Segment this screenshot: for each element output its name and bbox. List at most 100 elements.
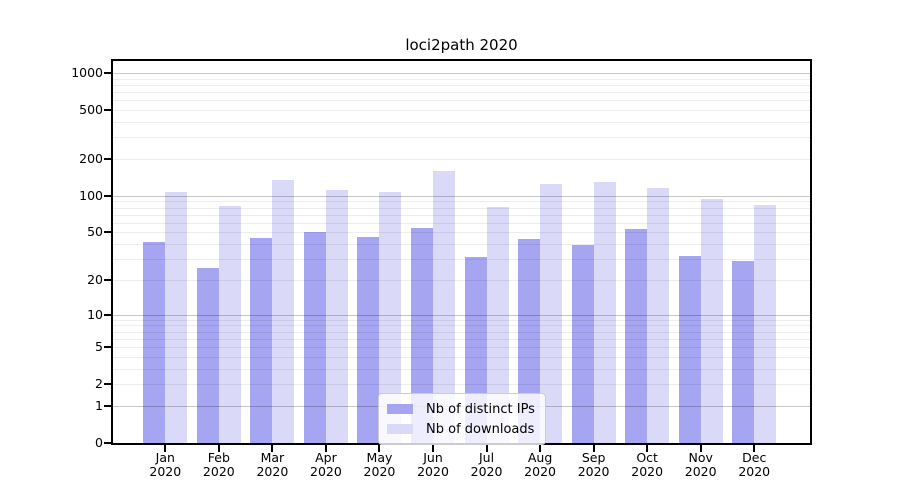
x-tick-label: Jul 2020 <box>445 451 529 479</box>
x-tick-month: Dec <box>742 450 767 465</box>
x-tick-year: 2020 <box>310 464 342 479</box>
x-tick-year: 2020 <box>363 464 396 479</box>
y-tick-label: 100 <box>79 187 103 203</box>
bar-downloads-jun <box>433 170 455 443</box>
x-tick-year: 2020 <box>577 464 610 479</box>
bar-ips-may <box>357 236 380 443</box>
bar-ips-aug <box>518 239 541 443</box>
y-tick <box>104 313 111 316</box>
x-tick-label: Nov 2020 <box>659 451 743 479</box>
x-tick-year: 2020 <box>524 464 556 479</box>
bar-ips-sep <box>571 245 594 443</box>
x-tick-label: Sep 2020 <box>552 451 636 479</box>
y-tick-label: 20 <box>87 271 103 287</box>
x-tick-month: Oct <box>636 450 658 465</box>
x-tick-month: Feb <box>207 450 230 465</box>
bar-ips-jan <box>143 241 166 443</box>
legend-label: Nb of distinct IPs <box>426 401 535 417</box>
x-tick <box>539 445 542 452</box>
bar-ips-apr <box>303 232 326 443</box>
bar-downloads-sep <box>593 181 616 443</box>
x-tick <box>646 445 649 452</box>
bar-downloads-feb <box>218 205 241 443</box>
legend-swatch-distinct-ips <box>387 404 413 414</box>
chart-title: loci2path 2020 <box>405 36 518 54</box>
bar-downloads-oct <box>647 187 670 443</box>
bar-downloads-dec <box>754 205 777 443</box>
bar-downloads-mar <box>272 180 295 443</box>
x-tick-month: Jan <box>155 450 175 465</box>
x-tick-year: 2020 <box>202 464 235 479</box>
bar-downloads-may <box>379 191 402 443</box>
bar-ips-jun <box>411 228 433 443</box>
legend-item-distinct-ips: Nb of distinct IPs <box>387 399 535 419</box>
x-tick-month: Mar <box>260 450 285 465</box>
x-tick <box>699 445 702 452</box>
x-tick-year: 2020 <box>684 464 717 479</box>
y-tick <box>104 109 111 112</box>
y-tick-label: 50 <box>87 224 103 240</box>
y-tick-label: 200 <box>79 150 103 166</box>
x-tick <box>485 445 488 452</box>
y-tick-label: 500 <box>79 102 103 118</box>
bar-downloads-jul <box>486 206 509 443</box>
x-tick <box>432 445 434 452</box>
legend-label: Nb of downloads <box>426 421 535 437</box>
x-tick-month: Sep <box>581 450 606 465</box>
x-tick-month: May <box>366 450 393 465</box>
x-tick-year: 2020 <box>149 464 182 479</box>
y-tick <box>104 346 111 349</box>
x-tick-label: May 2020 <box>337 451 421 479</box>
y-tick-label: 0 <box>95 435 103 450</box>
y-tick <box>104 157 111 160</box>
bar-downloads-apr <box>325 190 348 443</box>
y-tick <box>104 442 111 444</box>
x-tick-year: 2020 <box>470 464 503 479</box>
x-tick-year: 2020 <box>738 464 771 479</box>
legend-item-downloads: Nb of downloads <box>387 419 535 439</box>
plot-area: Nb of distinct IPs Nb of downloads <box>111 59 812 445</box>
x-tick-label: Feb 2020 <box>177 451 261 479</box>
y-tick-label: 2 <box>95 376 103 392</box>
y-tick <box>104 71 111 74</box>
bar-ips-dec <box>732 260 755 443</box>
legend: Nb of distinct IPs Nb of downloads <box>378 393 546 445</box>
x-tick-label: Aug 2020 <box>498 451 582 479</box>
x-tick-year: 2020 <box>417 464 449 479</box>
bar-downloads-jan <box>165 192 188 443</box>
x-tick <box>753 445 756 452</box>
bar-ips-oct <box>625 229 648 443</box>
bars-layer <box>113 61 810 443</box>
x-tick <box>378 445 381 452</box>
x-tick <box>271 445 274 452</box>
legend-swatch-downloads <box>387 424 413 434</box>
y-tick-label: 1000 <box>71 64 103 80</box>
x-tick-month: Aug <box>527 450 553 465</box>
x-tick-label: Dec 2020 <box>712 451 796 479</box>
y-tick <box>104 278 111 281</box>
x-tick-label: Jan 2020 <box>123 451 207 479</box>
y-tick <box>104 383 111 386</box>
x-tick-label: Mar 2020 <box>230 451 314 479</box>
bar-downloads-nov <box>700 199 723 443</box>
x-tick-month: Nov <box>688 450 713 465</box>
x-tick <box>164 445 167 452</box>
x-tick-year: 2020 <box>631 464 664 479</box>
x-tick-month: Jun <box>423 450 443 465</box>
x-tick-label: Oct 2020 <box>605 451 689 479</box>
bar-ips-mar <box>250 237 273 443</box>
x-tick <box>592 445 595 452</box>
x-tick-label: Jun 2020 <box>391 451 475 479</box>
y-tick <box>104 404 111 407</box>
y-tick <box>104 231 111 234</box>
bar-ips-feb <box>196 268 219 443</box>
y-tick-label: 1 <box>95 397 103 413</box>
x-tick <box>324 445 327 452</box>
x-tick <box>217 445 220 452</box>
x-tick-month: Apr <box>315 450 337 465</box>
bar-downloads-aug <box>540 183 563 443</box>
x-tick-month: Jul <box>478 450 495 465</box>
y-tick-label: 5 <box>95 339 103 355</box>
x-tick-year: 2020 <box>256 464 289 479</box>
